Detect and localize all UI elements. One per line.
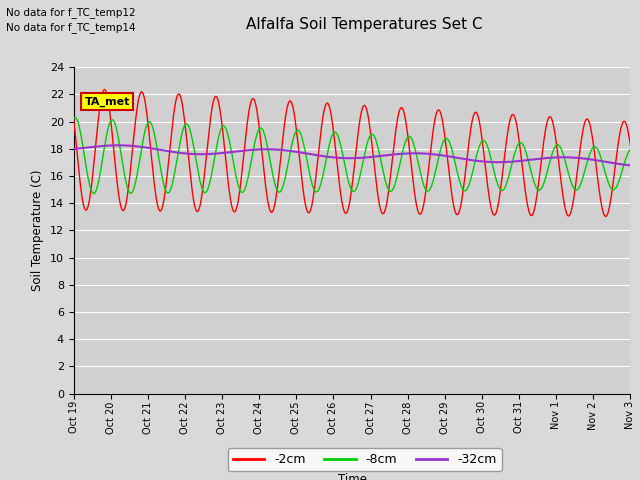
Y-axis label: Soil Temperature (C): Soil Temperature (C) <box>31 169 44 291</box>
Text: No data for f_TC_temp14: No data for f_TC_temp14 <box>6 22 136 33</box>
Text: Alfalfa Soil Temperatures Set C: Alfalfa Soil Temperatures Set C <box>246 17 483 32</box>
Legend: -2cm, -8cm, -32cm: -2cm, -8cm, -32cm <box>228 448 502 471</box>
Text: No data for f_TC_temp12: No data for f_TC_temp12 <box>6 7 136 18</box>
Text: TA_met: TA_met <box>84 97 130 107</box>
X-axis label: Time: Time <box>337 473 367 480</box>
